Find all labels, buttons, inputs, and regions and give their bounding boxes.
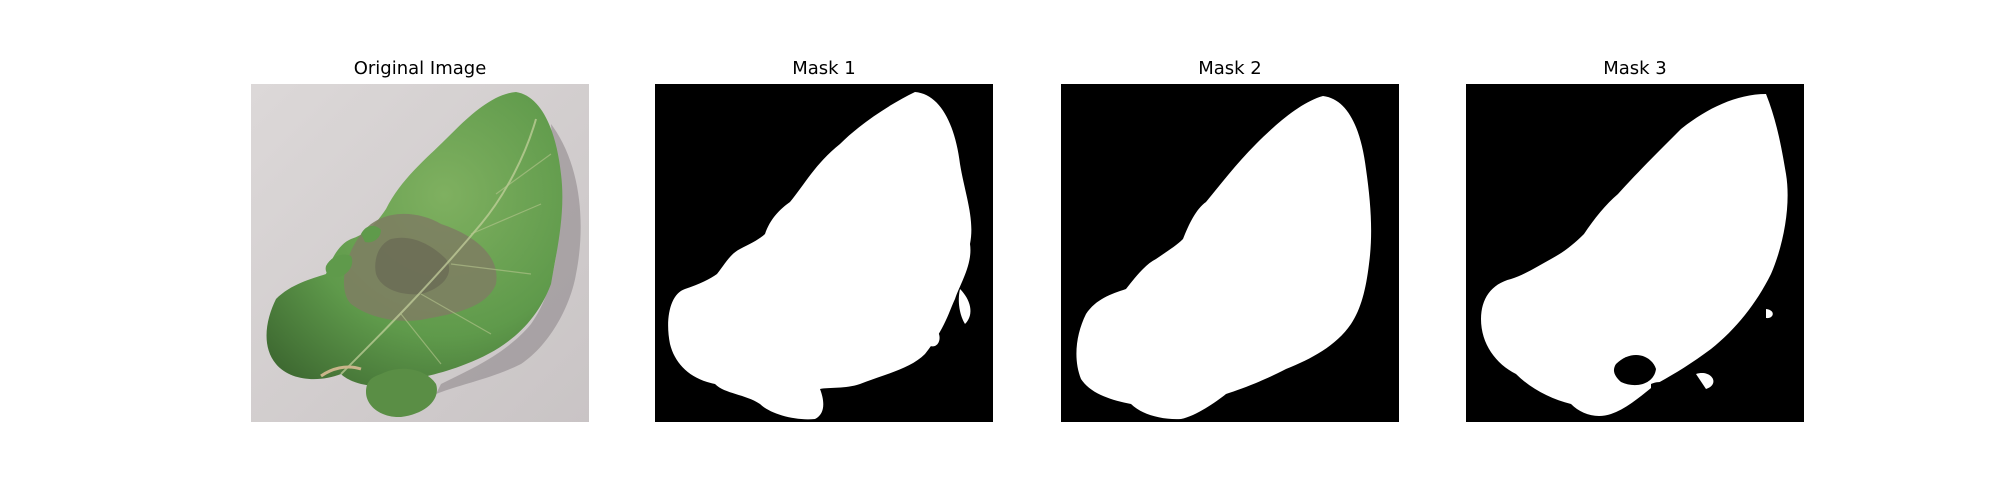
panel-title: Mask 3 — [1603, 58, 1667, 79]
mask-2-image — [1061, 84, 1399, 422]
original-leaf-image — [251, 84, 589, 422]
mask-1-image — [655, 84, 993, 422]
panel-title: Mask 2 — [1198, 58, 1262, 79]
panel-title: Original Image — [353, 58, 487, 79]
mask-3-image — [1466, 84, 1804, 422]
panel-title: Mask 1 — [792, 58, 856, 79]
